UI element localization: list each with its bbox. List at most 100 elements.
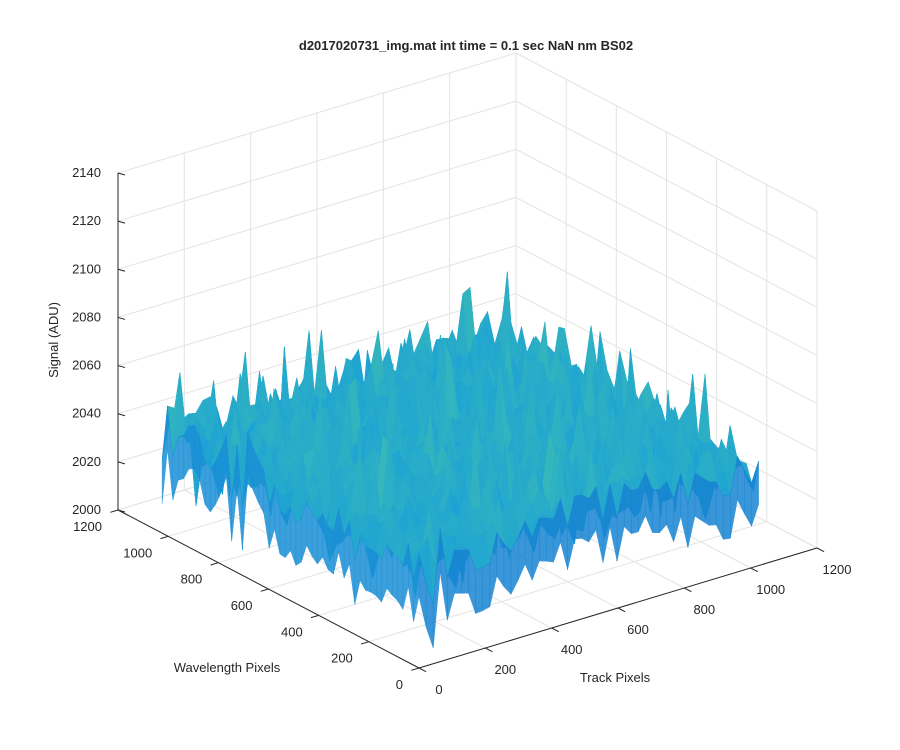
tick-labels: 0 200 400 600 800 1000 1200 0 200 400 600 800 1000 12…: [72, 165, 851, 697]
grid-line: [515, 293, 818, 453]
y-tick-label: 0: [396, 677, 403, 692]
surface-edge: [279, 510, 286, 559]
y-tick: [361, 641, 369, 645]
surface-edge: [327, 525, 334, 575]
grid-line: [515, 245, 818, 405]
chart-title: d2017020731_img.mat int time = 0.1 sec N…: [299, 38, 633, 53]
z-tick: [117, 509, 126, 513]
z-tick-label: 2140: [72, 165, 101, 180]
surface-edge: [546, 517, 554, 563]
y-tick: [160, 535, 169, 540]
grid-line: [515, 196, 818, 356]
surface-edge: [161, 406, 168, 504]
surface-edge: [659, 480, 667, 534]
y-tick-label: 800: [181, 572, 203, 587]
x-tick-label: 800: [693, 602, 715, 617]
grid-line: [117, 293, 517, 415]
surface-edge: [295, 518, 302, 566]
z-tick-label: 2060: [72, 358, 101, 373]
x-tick: [551, 627, 560, 633]
surface-edge: [581, 494, 590, 543]
z-tick: [117, 268, 126, 272]
y-tick-label: 1000: [123, 545, 152, 560]
y-tick-label: 200: [331, 651, 353, 666]
surface-edge: [631, 488, 639, 535]
z-tick: [117, 413, 126, 417]
y-tick-label: 1200: [73, 519, 102, 534]
surface-edge: [701, 477, 710, 526]
surface-edge: [574, 494, 582, 540]
z-tick-label: 2040: [72, 406, 101, 421]
z-tick-label: 2000: [72, 502, 101, 517]
x-tick: [485, 647, 493, 653]
y-tick: [411, 667, 420, 671]
x-tick-label: 200: [494, 662, 516, 677]
surface-edge: [177, 435, 184, 481]
surface-edge: [503, 542, 512, 595]
y-tick: [310, 614, 319, 619]
x-tick-label: 400: [561, 642, 583, 657]
surface-edge: [370, 548, 377, 597]
surface-edge: [708, 481, 717, 526]
x-tick-label: 600: [627, 622, 649, 637]
surface-edge: [317, 513, 323, 565]
z-tick-label: 2120: [72, 213, 101, 228]
grid-line: [515, 100, 818, 260]
surface-cell: [697, 373, 711, 444]
y-tick: [260, 588, 269, 592]
z-tick: [117, 172, 126, 176]
x-tick: [816, 547, 825, 553]
grid-line: [117, 196, 517, 318]
surface-edge: [751, 461, 759, 527]
z-tick: [117, 220, 126, 224]
surface-edge: [183, 425, 190, 479]
surface-edge: [623, 482, 632, 535]
z-tick-label: 2100: [72, 261, 101, 276]
z-tick: [117, 461, 126, 465]
z-tick: [117, 316, 126, 320]
x-tick-label: 0: [435, 682, 442, 697]
x-tick: [750, 567, 759, 573]
x-tick: [617, 607, 626, 613]
grid-line: [117, 100, 517, 222]
z-tick-label: 2020: [72, 454, 101, 469]
surface-edge: [694, 472, 703, 522]
surface-edge: [454, 549, 462, 594]
y-tick-label: 600: [231, 598, 253, 613]
x-tick-label: 1200: [823, 562, 852, 577]
grid-line: [515, 148, 818, 308]
x-tick-label: 1000: [756, 582, 785, 597]
y-tick: [110, 509, 119, 513]
surface-edge: [475, 567, 483, 614]
surface-edge: [284, 506, 291, 559]
surface-plot: [161, 271, 759, 649]
grid-line: [117, 148, 517, 270]
surface-edge: [461, 549, 469, 594]
y-tick-label: 400: [281, 624, 303, 639]
surface-edge: [359, 536, 366, 592]
surface-cell: [314, 330, 328, 400]
surface-edge: [722, 494, 731, 540]
surface-edge: [365, 546, 372, 593]
surface-edge: [375, 551, 382, 603]
grid-line: [117, 52, 517, 174]
surface-edge: [652, 488, 660, 533]
x-tick: [684, 587, 692, 593]
surface-edge: [391, 551, 398, 602]
y-tick: [210, 562, 219, 566]
z-tick-label: 2080: [72, 309, 101, 324]
surface-edge: [482, 563, 491, 612]
grid-line: [515, 52, 818, 212]
surface-edge: [188, 425, 195, 470]
x-axis-label: Track Pixels: [580, 670, 651, 685]
surface-edge: [386, 544, 393, 597]
surface-edge: [210, 460, 216, 513]
surface-edge: [397, 556, 404, 611]
surface-edge: [539, 517, 547, 562]
x-tick: [418, 667, 427, 673]
grid-line: [117, 245, 517, 367]
axes: [110, 172, 825, 673]
z-axis-label: Signal (ADU): [46, 302, 61, 378]
surface-edge: [311, 511, 318, 565]
